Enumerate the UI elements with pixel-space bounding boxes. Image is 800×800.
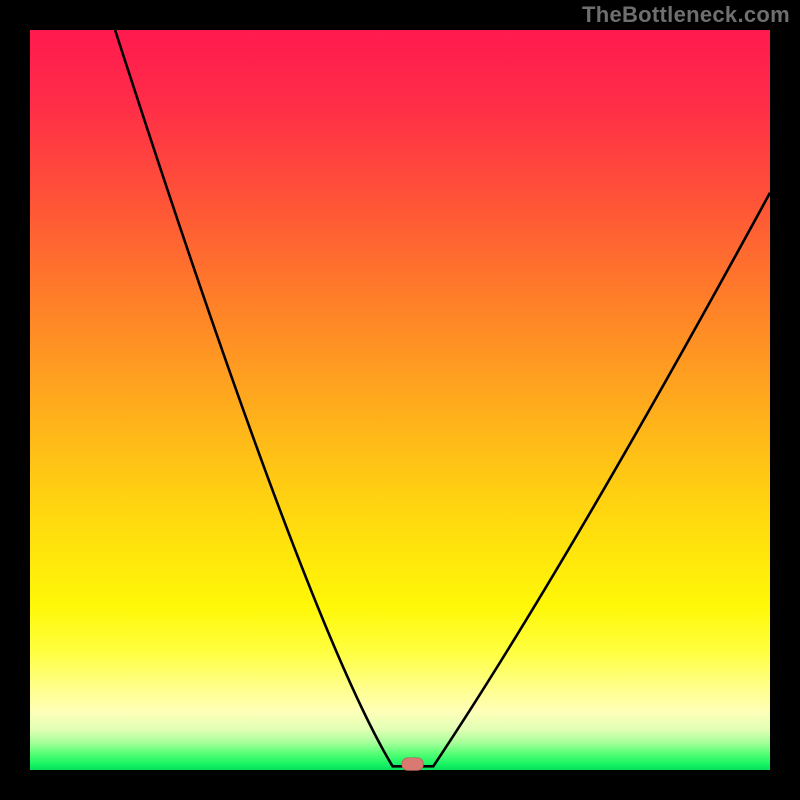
plot-background [30, 30, 770, 770]
chart-svg [0, 0, 800, 800]
watermark-label: TheBottleneck.com [582, 2, 790, 28]
optimum-marker[interactable] [402, 758, 423, 771]
chart-stage: TheBottleneck.com [0, 0, 800, 800]
